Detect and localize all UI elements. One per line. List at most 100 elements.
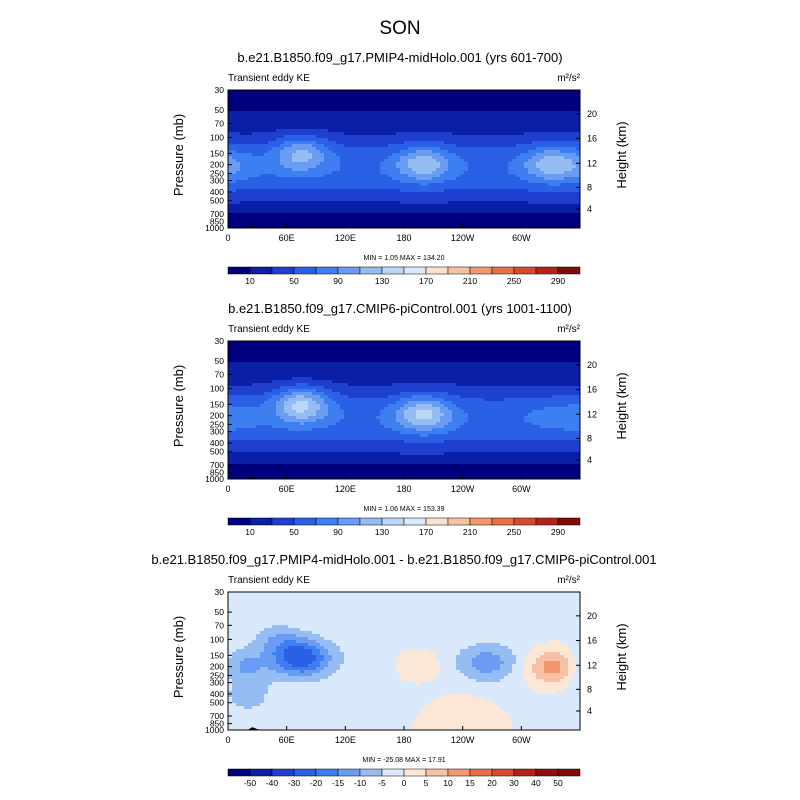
colorbar-swatch [315, 517, 339, 526]
y-tick-label: 850 [210, 719, 224, 729]
colorbar-swatch [249, 266, 273, 275]
colorbar-swatch [425, 517, 449, 526]
y-tick-label: 150 [210, 148, 224, 158]
colorbar-swatch [535, 768, 559, 777]
colorbar-swatch [535, 266, 559, 275]
colorbar-swatch [337, 266, 361, 275]
colorbar-swatch [403, 517, 427, 526]
y-tick-label: 200 [210, 662, 224, 672]
panel-difference: b.e21.B1850.f09_g17.PMIP4-midHolo.001 - … [151, 552, 656, 788]
y-tick-label: 250 [210, 168, 224, 178]
y-tick-label: 500 [210, 196, 224, 206]
colorbar-label: 20 [487, 778, 497, 788]
colorbar-swatch [513, 517, 537, 526]
colorbar-swatch [557, 266, 581, 275]
x-tick-label: 0 [225, 233, 230, 243]
colorbar-swatch [271, 517, 295, 526]
y-tick-label: 150 [210, 650, 224, 660]
y-right-tick-label: 20 [587, 109, 597, 119]
y-tick-label: 100 [210, 383, 224, 393]
colorbar-swatch [293, 266, 317, 275]
colorbar-label: 50 [553, 778, 563, 788]
colorbar-label: -30 [288, 778, 301, 788]
y-right-tick-label: 12 [587, 158, 597, 168]
colorbar-label: 210 [463, 527, 477, 537]
colorbar-label: 170 [419, 527, 433, 537]
y-tick-label: 500 [210, 698, 224, 708]
y-right-tick-label: 12 [587, 660, 597, 670]
y-tick-label: 100 [210, 132, 224, 142]
y-tick-label: 700 [210, 711, 224, 721]
colorbar-label: 50 [289, 276, 299, 286]
colorbar: 10 50 90 130 170 210 250 290 [227, 517, 581, 537]
colorbar-label: -50 [244, 778, 257, 788]
colorbar-label: 130 [375, 527, 389, 537]
colorbar-label: 130 [375, 276, 389, 286]
colorbar: 10 50 90 130 170 210 250 290 [227, 266, 581, 286]
y-right-tick-label: 16 [587, 385, 597, 395]
units-label: m²/s² [557, 324, 580, 335]
colorbar-label: 10 [245, 527, 255, 537]
y-tick-label: 300 [210, 176, 224, 186]
colorbar-swatch [557, 768, 581, 777]
y-right-tick-label: 8 [587, 684, 592, 694]
colorbar-label: -40 [266, 778, 279, 788]
y-right-tick-label: 16 [587, 636, 597, 646]
y-tick-label: 700 [210, 460, 224, 470]
y-tick-label: 500 [210, 447, 224, 457]
colorbar-label: -10 [354, 778, 367, 788]
min-max-stats: MIN = 1.06 MAX = 153.39 [364, 506, 445, 513]
y-tick-label: 400 [210, 438, 224, 448]
y-axis-label: Pressure (mb) [171, 616, 186, 698]
y-tick-label: 200 [210, 411, 224, 421]
y-tick-label: 400 [210, 187, 224, 197]
field-label: Transient eddy KE [228, 73, 310, 84]
y-tick-label: 400 [210, 689, 224, 699]
colorbar-swatch [227, 266, 251, 275]
colorbar-label: 15 [465, 778, 475, 788]
units-label: m²/s² [557, 73, 580, 84]
panel-midholo: b.e21.B1850.f09_g17.PMIP4-midHolo.001 (y… [171, 50, 629, 286]
y-right-tick-label: 4 [587, 455, 592, 465]
field-label: Transient eddy KE [228, 575, 310, 586]
y-tick-label: 1000 [205, 474, 224, 484]
colorbar-swatch [337, 768, 361, 777]
contour-plot: 0 60E 120E 180 120W 60W3050701001502002503004… [205, 587, 597, 745]
y-axis-right-label: Height (km) [614, 121, 629, 188]
x-tick-label: 120E [335, 735, 356, 745]
y-right-tick-label: 8 [587, 182, 592, 192]
y-tick-label: 70 [215, 369, 225, 379]
y-tick-label: 250 [210, 670, 224, 680]
colorbar-swatch [469, 266, 493, 275]
colorbar-swatch [293, 768, 317, 777]
y-tick-label: 300 [210, 427, 224, 437]
x-tick-label: 180 [396, 735, 411, 745]
y-tick-label: 50 [215, 607, 225, 617]
colorbar-swatch [491, 266, 515, 275]
colorbar-label: 40 [531, 778, 541, 788]
colorbar-swatch [491, 517, 515, 526]
colorbar-swatch [447, 768, 471, 777]
colorbar-swatch [425, 266, 449, 275]
colorbar-swatch [403, 266, 427, 275]
y-axis-label: Pressure (mb) [171, 114, 186, 196]
y-axis-right-label: Height (km) [614, 623, 629, 690]
colorbar-swatch [315, 266, 339, 275]
colorbar-swatch [425, 768, 449, 777]
panel-title: b.e21.B1850.f09_g17.CMIP6-piControl.001 … [228, 301, 572, 316]
contour-fill [228, 592, 580, 730]
colorbar-label: -5 [378, 778, 386, 788]
colorbar-swatch [447, 266, 471, 275]
colorbar-swatch [403, 768, 427, 777]
colorbar-swatch [337, 517, 361, 526]
colorbar-swatch [513, 768, 537, 777]
colorbar-label: -15 [332, 778, 345, 788]
y-tick-label: 850 [210, 217, 224, 227]
panel-title: b.e21.B1850.f09_g17.PMIP4-midHolo.001 - … [151, 552, 656, 567]
x-tick-label: 60W [512, 233, 531, 243]
panel-picontrol: b.e21.B1850.f09_g17.CMIP6-piControl.001 … [171, 301, 629, 537]
x-tick-label: 60E [279, 233, 295, 243]
topography [228, 225, 264, 228]
colorbar-swatch [359, 768, 383, 777]
